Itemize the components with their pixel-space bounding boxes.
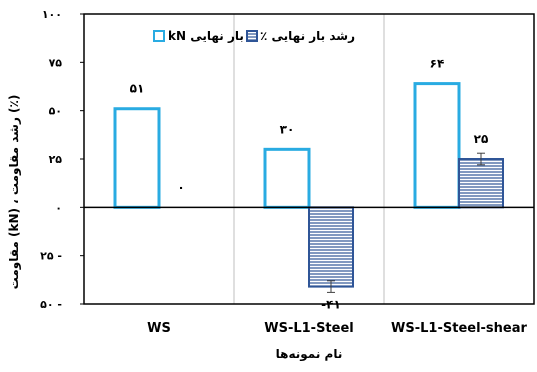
y-axis-label: مقاومت (kN) ، رشد مقاومت (٪) bbox=[7, 95, 22, 290]
data-labels: ۵۱ ۰ ۳۰ -۴۱ ۶۴ ۲۵ bbox=[130, 57, 489, 312]
legend-load-label: بار نهایی kN bbox=[168, 29, 244, 43]
data-label-load: ۳۰ bbox=[280, 122, 295, 136]
legend-load-swatch bbox=[153, 30, 165, 42]
x-category-label: WS bbox=[147, 321, 171, 336]
y-tick-label: ۰ bbox=[55, 201, 62, 214]
x-axis-label: نام نمونه‌ها bbox=[276, 347, 343, 362]
y-tick-labels: ۱۰۰ ۷۵ ۵۰ ۲۵ ۰ ۲۵ - ۵۰ - bbox=[40, 8, 84, 311]
y-tick-label: ۱۰۰ bbox=[42, 8, 62, 21]
legend-growth-label: رشد بار نهایی ٪ bbox=[260, 29, 355, 43]
bar-load bbox=[413, 82, 461, 209]
data-label-load: ۵۱ bbox=[130, 82, 145, 96]
y-tick-label: ۲۵ - bbox=[40, 250, 62, 263]
y-tick-label: ۷۵ bbox=[49, 56, 63, 69]
y-tick-label: ۲۵ bbox=[49, 153, 63, 166]
legend-growth-swatch bbox=[246, 30, 258, 42]
data-label-growth: -۴۱ bbox=[321, 298, 341, 312]
legend: بار نهایی kN رشد بار نهایی ٪ bbox=[153, 29, 355, 43]
vertical-gridlines bbox=[233, 14, 385, 304]
y-tick-label: ۵۰ bbox=[49, 105, 62, 118]
x-category-labels: WS WS-L1-Steel WS-L1-Steel-shear bbox=[147, 321, 527, 336]
bar-load bbox=[263, 147, 311, 209]
bar-growth bbox=[458, 158, 504, 209]
x-category-label: WS-L1-Steel bbox=[264, 321, 354, 336]
bars bbox=[113, 82, 504, 293]
bar-load bbox=[113, 107, 161, 209]
y-tick-label: ۵۰ - bbox=[40, 298, 62, 311]
bar-growth bbox=[308, 206, 354, 288]
data-label-growth: ۰ bbox=[177, 180, 184, 194]
data-label-growth: ۲۵ bbox=[474, 132, 489, 146]
x-category-label: WS-L1-Steel-shear bbox=[391, 321, 527, 336]
data-label-load: ۶۴ bbox=[430, 57, 445, 71]
